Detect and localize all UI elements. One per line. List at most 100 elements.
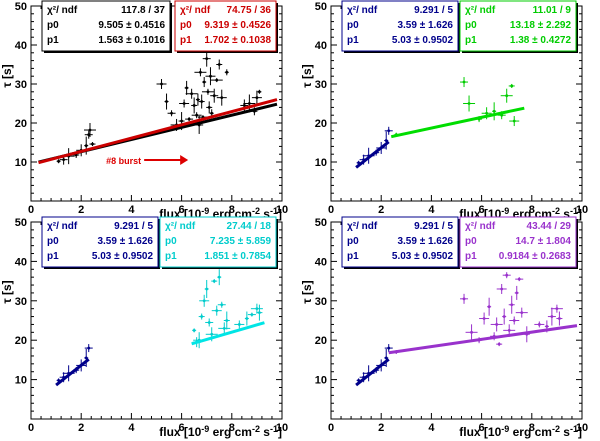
stat-label: χ²/ ndf [465, 221, 496, 232]
stat-value: 7.235 ± 5.859 [210, 236, 272, 247]
data-point [520, 311, 524, 315]
x-tick-label: 10 [276, 204, 288, 216]
data-point [482, 317, 486, 320]
data-point [258, 311, 261, 315]
data-point [205, 57, 209, 61]
stat-label: p1 [165, 251, 177, 262]
data-point [225, 319, 229, 322]
data-point [206, 90, 210, 94]
y-tick-label: 10 [315, 157, 327, 169]
data-point [242, 104, 246, 107]
stat-label: p1 [465, 35, 477, 46]
data-point [555, 307, 559, 311]
data-point [160, 82, 163, 86]
data-point [558, 317, 561, 320]
data-point [215, 78, 219, 82]
data-point [505, 94, 509, 98]
data-point [505, 273, 509, 277]
y-tick-label: 30 [15, 296, 27, 308]
stat-value: 0.9184 ± 0.2683 [499, 251, 572, 262]
x-tick-label: 8 [529, 422, 535, 434]
data-point [502, 315, 506, 318]
y-tick-label: 30 [315, 296, 327, 308]
y-tick-label: 20 [315, 335, 327, 347]
stat-label: p0 [165, 236, 177, 247]
data-point [87, 133, 91, 137]
data-point [215, 309, 219, 313]
x-tick-label: 0 [28, 422, 34, 434]
fit-line [388, 324, 578, 355]
x-tick-label: 10 [276, 422, 288, 434]
data-point [512, 119, 516, 123]
data-point [87, 346, 91, 350]
data-point [467, 102, 471, 105]
stat-label: χ²/ ndf [47, 221, 78, 232]
y-tick-label: 20 [15, 335, 27, 347]
x-tick-label: 2 [378, 204, 384, 216]
panel-bottom-left: 0 2 4 6 8 10 10 20 30 40 50 τ [s] flux [10-9 erg cm-… [0, 216, 288, 439]
data-point [217, 63, 221, 66]
data-point [250, 313, 254, 316]
data-point [200, 100, 204, 103]
y-tick-label: 50 [315, 217, 327, 229]
stat-box-frame [159, 216, 277, 268]
data-point [384, 356, 388, 360]
y-tick-label: 50 [315, 1, 327, 13]
y-tick-label: 10 [15, 157, 27, 169]
stat-label: p0 [180, 20, 192, 31]
data-point [462, 80, 466, 84]
stat-label: p1 [465, 251, 477, 262]
data-point [190, 92, 194, 96]
fit-line [191, 321, 265, 346]
data-point [207, 106, 211, 109]
data-point [200, 315, 204, 318]
data-point [500, 287, 504, 291]
stat-box-frame [41, 216, 159, 268]
stat-value: 1.702 ± 0.1038 [204, 35, 271, 46]
y-tick-label: 20 [15, 118, 27, 130]
data-point [182, 102, 186, 105]
stat-label: p0 [47, 236, 59, 247]
stat-value: 27.44 / 18 [227, 221, 272, 232]
stat-label: χ²/ ndf [165, 221, 196, 232]
data-point [487, 305, 491, 309]
y-axis-title: τ [s] [300, 280, 314, 303]
stat-label: χ²/ ndf [180, 5, 211, 16]
x-tick-label: 6 [479, 204, 485, 216]
stat-label: p1 [347, 35, 359, 46]
data-point [497, 342, 501, 346]
data-point [507, 328, 511, 332]
x-tick-label: 2 [378, 422, 384, 434]
data-point [485, 111, 489, 115]
stat-box-frame [341, 0, 459, 52]
data-point [245, 317, 249, 320]
data-point [91, 142, 94, 146]
data-point [212, 94, 216, 98]
fit-line [355, 358, 390, 387]
stat-value: 13.18 ± 2.292 [510, 20, 572, 31]
stat-value: 5.03 ± 0.9502 [392, 251, 454, 262]
panel-bottom-right: 0 2 4 6 8 10 10 20 30 40 50 τ [s] flux [10-9 erg cm-… [300, 216, 588, 439]
fit-line [390, 106, 525, 139]
stat-value: 1.851 ± 0.7854 [204, 251, 271, 262]
stat-value: 11.01 / 9 [533, 5, 572, 16]
stat-box-frame [459, 216, 577, 268]
data-point [220, 96, 224, 100]
stat-value: 14.7 ± 1.804 [515, 236, 571, 247]
data-point [387, 346, 391, 350]
x-tick-label: 6 [479, 422, 485, 434]
stat-label: χ²/ ndf [47, 5, 78, 16]
stat-box-frame [341, 216, 459, 268]
stat-value: 3.59 ± 1.626 [97, 236, 153, 247]
stat-label: p1 [47, 251, 59, 262]
stat-value: 5.03 ± 0.9502 [92, 251, 154, 262]
y-tick-label: 10 [15, 375, 27, 387]
data-point [384, 139, 388, 142]
burst-annotation-label: #8 burst [106, 156, 141, 166]
x-tick-label: 4 [428, 204, 435, 216]
x-tick-label: 2 [78, 422, 84, 434]
stat-box: χ²/ ndf 74.75 / 36 p0 9.319 ± 0.4526 p1 1.702… [174, 0, 278, 53]
y-axis-title: τ [s] [0, 280, 14, 303]
